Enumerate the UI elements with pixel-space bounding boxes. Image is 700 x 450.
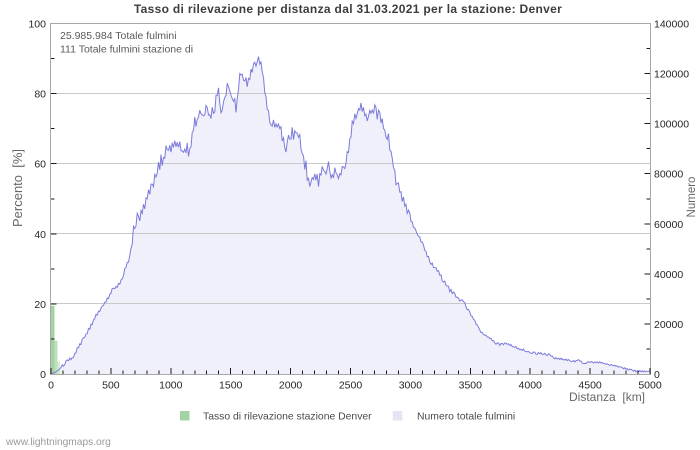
svg-text:2000: 2000: [279, 380, 303, 392]
svg-text:Numero totale fulmini: Numero totale fulmini: [417, 412, 515, 423]
svg-text:120000: 120000: [654, 69, 689, 81]
svg-text:25.985.984 Totale fulmini: 25.985.984 Totale fulmini: [60, 30, 177, 42]
svg-text:100000: 100000: [654, 119, 689, 131]
svg-text:0: 0: [40, 369, 46, 381]
svg-text:2500: 2500: [339, 380, 363, 392]
svg-text:www.lightningmaps.org: www.lightningmaps.org: [5, 437, 111, 448]
svg-text:3500: 3500: [459, 380, 483, 392]
svg-text:Percento [%]: Percento [%]: [10, 149, 25, 227]
svg-text:20: 20: [34, 299, 46, 311]
svg-text:80: 80: [34, 89, 46, 101]
svg-text:3000: 3000: [399, 380, 423, 392]
svg-text:1000: 1000: [159, 380, 183, 392]
svg-text:Numero: Numero: [686, 177, 698, 218]
svg-text:40: 40: [34, 229, 46, 241]
svg-text:140000: 140000: [654, 19, 689, 31]
svg-text:111 Totale fulmini stazione di: 111 Totale fulmini stazione di: [60, 44, 193, 56]
svg-text:0: 0: [654, 369, 660, 381]
svg-text:4500: 4500: [578, 380, 602, 392]
svg-text:80000: 80000: [654, 169, 683, 181]
svg-text:1500: 1500: [219, 380, 243, 392]
svg-text:20000: 20000: [654, 319, 683, 331]
svg-text:40000: 40000: [654, 269, 683, 281]
svg-text:500: 500: [102, 380, 120, 392]
svg-text:60000: 60000: [654, 219, 683, 231]
svg-text:60: 60: [34, 159, 46, 171]
svg-text:0: 0: [48, 380, 54, 392]
svg-text:100: 100: [28, 19, 46, 31]
svg-text:Tasso di rilevazione per dista: Tasso di rilevazione per distanza dal 31…: [134, 2, 562, 16]
svg-text:Distanza [km]: Distanza [km]: [569, 390, 645, 404]
svg-text:4000: 4000: [519, 380, 543, 392]
svg-text:5000: 5000: [638, 380, 662, 392]
svg-text:Tasso di rilevazione stazione: Tasso di rilevazione stazione Denver: [203, 412, 372, 423]
